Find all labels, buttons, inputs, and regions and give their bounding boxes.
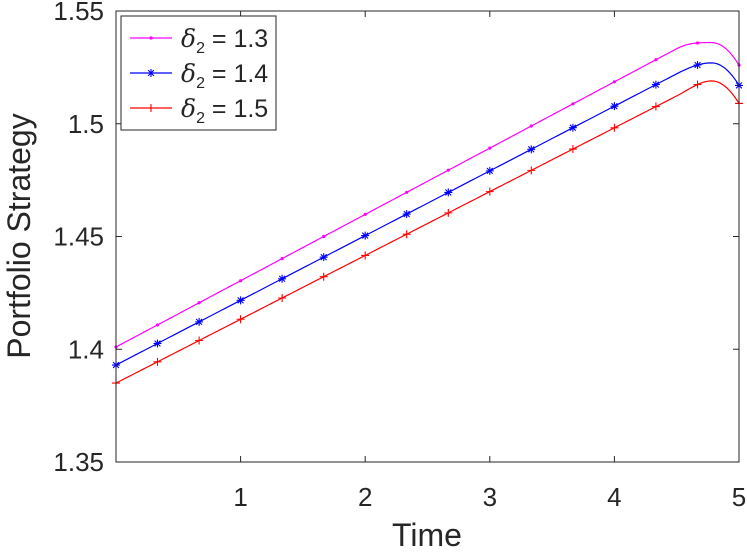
data-point — [149, 36, 153, 40]
series-line — [115, 80, 740, 384]
data-point — [280, 257, 284, 261]
data-point — [651, 102, 660, 111]
legend-value: = 1.5 — [205, 95, 268, 123]
data-point — [147, 104, 155, 112]
data-point — [319, 253, 328, 262]
legend-item: δ2 = 1.4 — [130, 59, 268, 92]
legend-symbol: δ — [181, 24, 196, 53]
data-point — [278, 274, 287, 283]
data-point — [444, 208, 453, 217]
data-point — [651, 80, 660, 89]
series-3 — [112, 80, 743, 388]
data-point — [153, 339, 162, 348]
axes-layer: 1 2 3 4 5 1.35 1.4 1.45 1.5 1.55 — [53, 0, 746, 512]
series-line — [115, 41, 740, 348]
legend-symbol: δ — [181, 94, 196, 123]
legend-subscript: 2 — [196, 110, 205, 127]
data-point — [361, 251, 370, 260]
legend-subscript: 2 — [196, 40, 205, 57]
data-point — [155, 323, 160, 327]
legend-value: = 1.3 — [205, 25, 268, 53]
data-point — [236, 315, 245, 324]
x-tick-label: 1 — [233, 482, 247, 512]
x-axis-label: Time — [392, 517, 462, 551]
series-line — [115, 62, 740, 366]
series-1 — [114, 41, 741, 349]
data-point — [485, 166, 494, 175]
legend-label: δ2 = 1.3 — [181, 24, 268, 57]
x-tick-label: 2 — [358, 482, 372, 512]
legend-label: δ2 = 1.5 — [181, 94, 268, 127]
data-point — [693, 80, 702, 89]
data-point — [195, 317, 204, 326]
data-point — [527, 145, 536, 154]
data-point — [610, 102, 619, 111]
y-axis-label: Portfolio Strategy — [1, 113, 37, 358]
data-point — [239, 279, 243, 283]
legend-subscript: 2 — [196, 75, 205, 92]
legend-item: δ2 = 1.5 — [130, 94, 268, 127]
legend-value: = 1.4 — [205, 60, 268, 88]
data-point — [444, 188, 453, 197]
data-point — [571, 102, 575, 106]
data-point — [568, 145, 577, 154]
data-point — [195, 336, 204, 345]
legend-item: δ2 = 1.3 — [130, 24, 268, 57]
x-tick-label: 4 — [607, 482, 621, 512]
data-point — [488, 146, 492, 150]
data-point — [278, 294, 287, 303]
data-point — [153, 357, 162, 366]
data-point — [610, 123, 619, 132]
data-point — [402, 230, 411, 239]
data-point — [654, 58, 658, 62]
y-tick-label: 1.5 — [68, 109, 104, 139]
y-tick-label: 1.45 — [53, 222, 104, 252]
data-point — [361, 231, 370, 240]
data-point — [402, 210, 411, 219]
data-point — [197, 301, 201, 305]
x-tick-label: 3 — [483, 482, 497, 512]
data-point — [527, 166, 536, 175]
y-tick-label: 1.35 — [53, 447, 104, 477]
data-point — [363, 212, 367, 217]
data-point — [236, 296, 245, 305]
data-point — [147, 69, 155, 77]
y-tick-label: 1.55 — [53, 0, 104, 26]
data-point — [568, 123, 577, 132]
legend-label: δ2 = 1.4 — [181, 59, 268, 92]
series-layer — [112, 41, 743, 388]
data-point — [322, 234, 326, 239]
series-2 — [112, 61, 743, 370]
legend: δ2 = 1.3δ2 = 1.4δ2 = 1.5 — [120, 15, 277, 131]
data-point — [485, 187, 494, 196]
data-point — [529, 124, 533, 128]
legend-symbol: δ — [181, 59, 196, 88]
data-point — [405, 190, 409, 194]
data-point — [695, 41, 700, 45]
data-point — [612, 80, 617, 84]
data-point — [446, 168, 450, 172]
data-point — [693, 61, 702, 70]
x-tick-label: 5 — [732, 482, 746, 512]
y-tick-label: 1.4 — [68, 334, 104, 364]
data-point — [319, 272, 328, 281]
